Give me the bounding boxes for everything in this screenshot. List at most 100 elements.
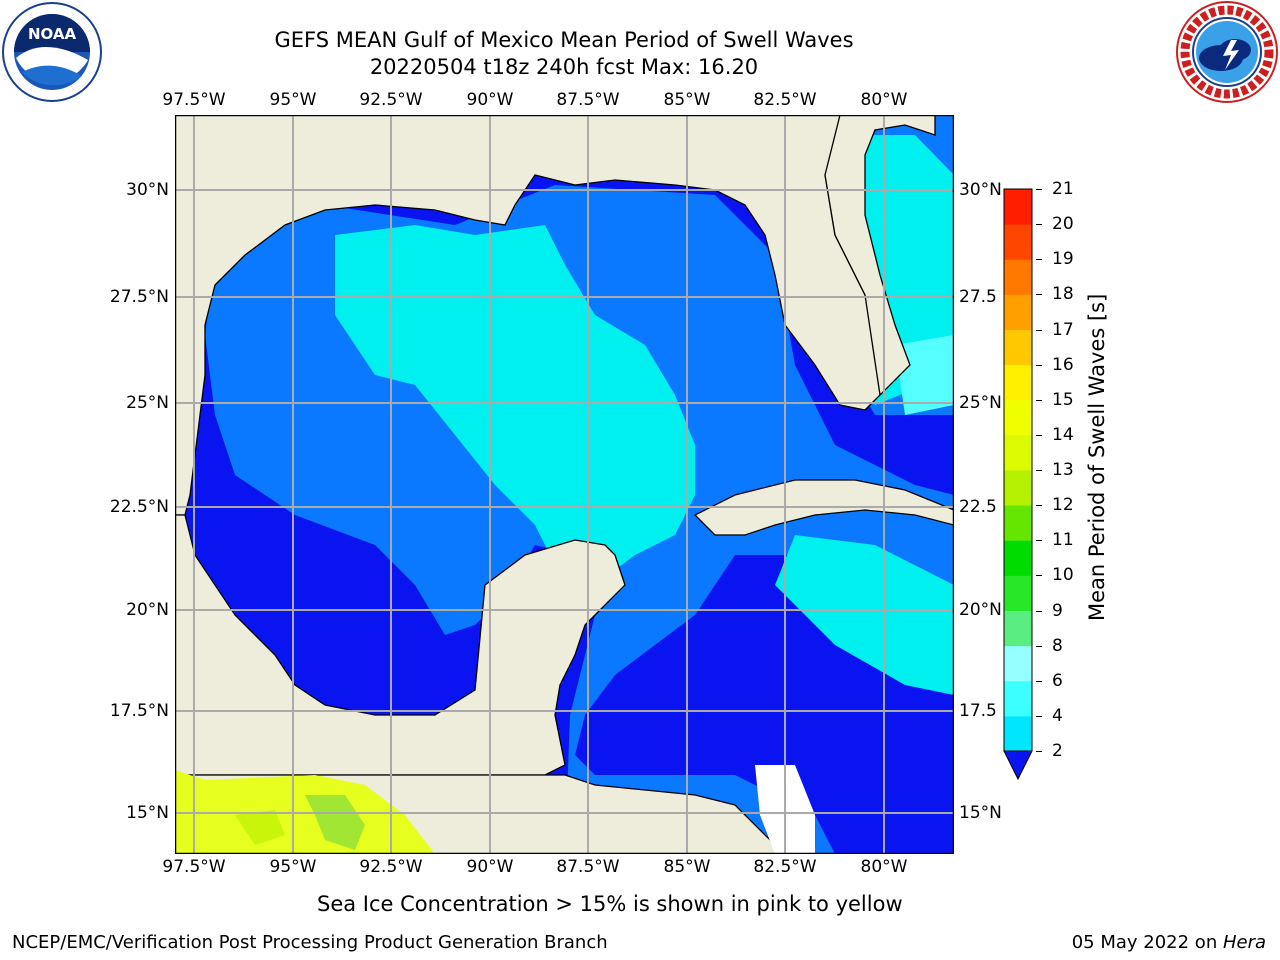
colorbar-tick xyxy=(1036,645,1042,647)
noaa-logo: NOAA xyxy=(2,2,102,102)
colorbar-tick xyxy=(1036,434,1042,436)
lon-label-top: 87.5°W xyxy=(556,90,620,110)
colorbar-tick xyxy=(1036,294,1042,296)
ice-region-lime xyxy=(235,810,285,845)
colorbar-frame xyxy=(1003,188,1033,752)
lat-label-left: 20°N xyxy=(126,600,169,620)
lat-label-left: 30°N xyxy=(126,180,169,200)
colorbar-segment xyxy=(1004,259,1032,295)
colorbar-segment xyxy=(1004,434,1032,471)
footer-machine: Hera xyxy=(1222,932,1266,953)
lon-label-bottom: 92.5°W xyxy=(359,857,423,877)
colorbar-segment xyxy=(1004,575,1032,611)
land-florida xyxy=(824,115,936,397)
colorbar-segment xyxy=(1004,680,1032,717)
colorbar-tick-label: 2 xyxy=(1052,741,1063,761)
colorbar-tick-label: 17 xyxy=(1052,319,1074,340)
colorbar-tick xyxy=(1036,680,1042,682)
lon-label-top: 82.5°W xyxy=(753,90,817,110)
lat-label-left: 27.5°N xyxy=(109,287,169,307)
swell-band-6-8-caribbean xyxy=(775,535,954,695)
footer-branch: NCEP/EMC/Verification Post Processing Pr… xyxy=(12,932,608,953)
lon-label-top: 92.5°W xyxy=(359,90,423,110)
lat-label-right: 20°N xyxy=(959,600,1002,620)
chart-subtitle: 20220504 t18z 240h fcst Max: 16.20 xyxy=(369,55,759,79)
colorbar-tick-label: 15 xyxy=(1052,389,1074,410)
colorbar-segment xyxy=(1004,470,1032,506)
colorbar-tick xyxy=(1036,751,1042,752)
colorbar-title: Mean Period of Swell Waves [s] xyxy=(1085,293,1109,621)
nws-logo xyxy=(1175,0,1279,104)
map-panel xyxy=(175,115,954,854)
lon-label-bottom: 97.5°W xyxy=(162,857,226,877)
footer-date: 05 May 2022 on Hera xyxy=(1072,932,1266,954)
colorbar-segment xyxy=(1004,364,1032,401)
footer-date-text: 05 May 2022 on xyxy=(1071,932,1223,953)
colorbar-segment xyxy=(1004,224,1032,260)
lon-label-bottom: 87.5°W xyxy=(556,857,620,877)
colorbar-tick-label: 14 xyxy=(1052,424,1074,445)
colorbar-tick-label: 12 xyxy=(1052,495,1074,516)
colorbar-tick-label: 6 xyxy=(1052,670,1063,691)
colorbar-tick xyxy=(1036,610,1042,612)
colorbar-segment xyxy=(1004,540,1032,576)
lon-label-bottom: 82.5°W xyxy=(753,857,817,877)
colorbar-segment xyxy=(1004,329,1032,366)
swell-band-6-8 xyxy=(335,225,695,585)
colorbar-segment xyxy=(1004,399,1032,436)
map-frame xyxy=(175,115,954,854)
colorbar-tick xyxy=(1036,364,1042,366)
colorbar-tick xyxy=(1036,189,1042,190)
lat-label-right: 22.5 xyxy=(959,497,997,517)
lat-label-right: 30°N xyxy=(959,180,1002,200)
colorbar-segment xyxy=(1004,610,1032,647)
colorbar-segment xyxy=(1004,645,1032,682)
lon-label-top: 97.5°W xyxy=(162,90,226,110)
colorbar-extend xyxy=(1003,750,1033,781)
swell-band-8-9 xyxy=(895,335,954,415)
colorbar-tick xyxy=(1036,399,1042,401)
colorbar-tick-label: 13 xyxy=(1052,460,1074,480)
lon-label-top: 95°W xyxy=(269,90,317,110)
lon-label-bottom: 90°W xyxy=(466,857,514,877)
lon-label-bottom: 95°W xyxy=(269,857,317,877)
lon-label-bottom: 80°W xyxy=(860,857,908,877)
gridlines xyxy=(175,115,954,854)
lon-label-top: 80°W xyxy=(860,90,908,110)
colorbar-tick-label: 20 xyxy=(1052,214,1074,235)
colorbar-tick xyxy=(1036,224,1042,226)
colorbar-tick-label: 9 xyxy=(1052,600,1063,621)
lat-label-left: 15°N xyxy=(126,803,169,823)
colorbar-tick xyxy=(1036,470,1042,471)
colorbar-tick xyxy=(1036,715,1042,717)
lat-label-right: 17.5 xyxy=(959,701,997,721)
sea-ice-note: Sea Ice Concentration > 15% is shown in … xyxy=(317,892,903,916)
colorbar-segment xyxy=(1004,505,1032,541)
colorbar-tick-label: 4 xyxy=(1052,705,1063,726)
noaa-logo-text: NOAA xyxy=(28,25,77,43)
lat-label-right: 15°N xyxy=(959,803,1002,823)
lat-label-right: 25°N xyxy=(959,393,1002,413)
ice-region-green xyxy=(305,795,365,850)
colorbar-tick xyxy=(1036,259,1042,261)
lat-label-left: 22.5°N xyxy=(109,497,169,517)
colorbar-segment xyxy=(1004,294,1032,330)
lon-label-top: 85°W xyxy=(663,90,711,110)
colorbar-segment xyxy=(1004,189,1032,225)
lat-label-left: 17.5°N xyxy=(109,701,169,721)
lon-label-top: 90°W xyxy=(466,90,514,110)
colorbar-tick-label: 18 xyxy=(1052,284,1074,305)
colorbar-tick-label: 11 xyxy=(1052,530,1074,551)
colorbar-tick xyxy=(1036,505,1042,507)
colorbar-segment xyxy=(1004,715,1032,752)
colorbar-tick xyxy=(1036,329,1042,331)
chart-title: GEFS MEAN Gulf of Mexico Mean Period of … xyxy=(274,28,854,52)
lon-label-bottom: 85°W xyxy=(663,857,711,877)
colorbar-tick-label: 10 xyxy=(1052,565,1074,586)
colorbar xyxy=(1003,188,1033,781)
colorbar-tick xyxy=(1036,540,1042,542)
colorbar-tick-label: 21 xyxy=(1052,179,1074,199)
colorbar-tick-label: 19 xyxy=(1052,249,1074,270)
lat-label-left: 25°N xyxy=(126,393,169,413)
lat-label-right: 27.5 xyxy=(959,287,997,307)
